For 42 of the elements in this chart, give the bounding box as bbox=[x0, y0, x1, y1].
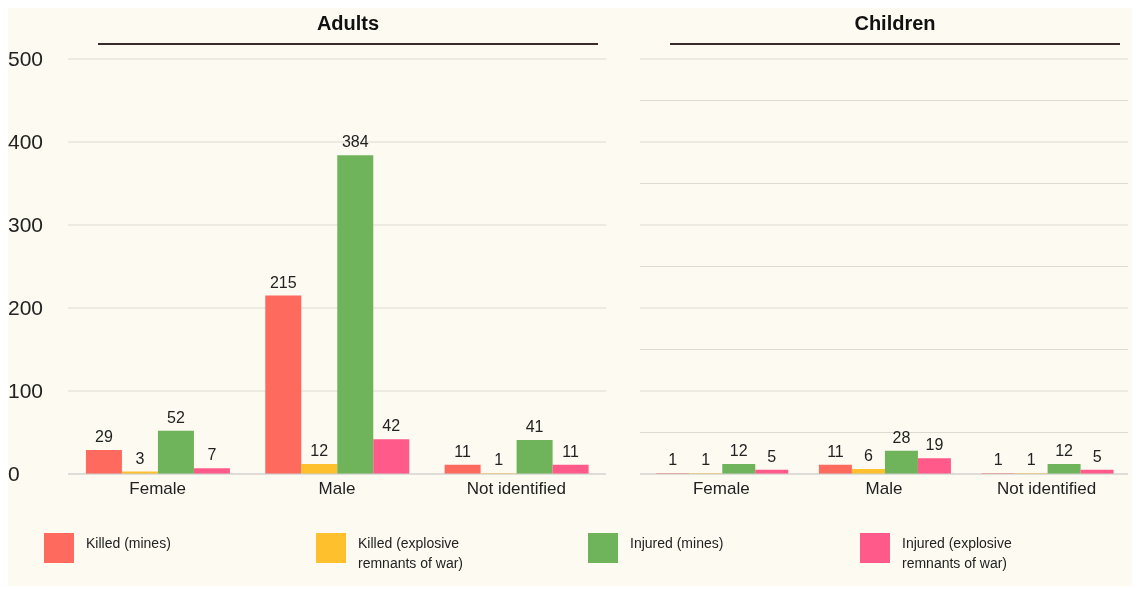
data-label: 1 bbox=[1026, 451, 1036, 469]
y-tick-label: 400 bbox=[8, 130, 44, 154]
data-label: 5 bbox=[1092, 447, 1102, 465]
x-tick-label: Not identified bbox=[466, 479, 566, 499]
data-label: 5 bbox=[767, 447, 777, 465]
x-tick-label: Male bbox=[865, 479, 903, 499]
data-label: 41 bbox=[525, 417, 544, 435]
data-label: 3 bbox=[135, 449, 145, 467]
x-tick-label: Not identified bbox=[997, 479, 1097, 499]
data-label: 7 bbox=[207, 446, 217, 464]
y-tick-label: 200 bbox=[8, 296, 44, 320]
data-label: 52 bbox=[167, 408, 185, 426]
data-label: 384 bbox=[341, 133, 369, 151]
data-label: 12 bbox=[729, 442, 748, 460]
data-label: 1 bbox=[494, 451, 504, 469]
legend-label: Killed (explosive remnants of war) bbox=[358, 534, 465, 573]
data-label: 29 bbox=[95, 427, 113, 445]
chart-title: Children bbox=[670, 12, 1120, 45]
data-label: 1 bbox=[993, 451, 1003, 469]
data-label: 1 bbox=[668, 451, 678, 469]
x-tick-label: Female bbox=[129, 479, 187, 499]
data-label: 28 bbox=[892, 428, 911, 446]
y-tick-label: 500 bbox=[8, 47, 44, 71]
legend-label: Killed (mines) bbox=[86, 534, 172, 553]
data-label: 42 bbox=[382, 417, 401, 435]
data-label: 11 bbox=[454, 442, 472, 460]
legend-label: Injured (explosive remnants of war) bbox=[902, 534, 1013, 573]
y-tick-label: 300 bbox=[8, 213, 44, 237]
data-label: 12 bbox=[310, 442, 329, 460]
data-label: 1 bbox=[701, 451, 711, 469]
legend-label: Injured (mines) bbox=[630, 534, 725, 553]
data-label: 11 bbox=[562, 442, 580, 460]
x-tick-label: Male bbox=[318, 479, 356, 499]
x-tick-label: Female bbox=[692, 479, 750, 499]
y-tick-label: 100 bbox=[8, 379, 44, 403]
data-label: 215 bbox=[269, 273, 297, 291]
y-tick-label: 0 bbox=[8, 462, 20, 486]
data-label: 6 bbox=[863, 447, 873, 465]
chart-title: Adults bbox=[98, 12, 598, 45]
data-label: 11 bbox=[827, 442, 844, 460]
data-label: 12 bbox=[1055, 442, 1074, 460]
data-label: 19 bbox=[925, 436, 944, 454]
